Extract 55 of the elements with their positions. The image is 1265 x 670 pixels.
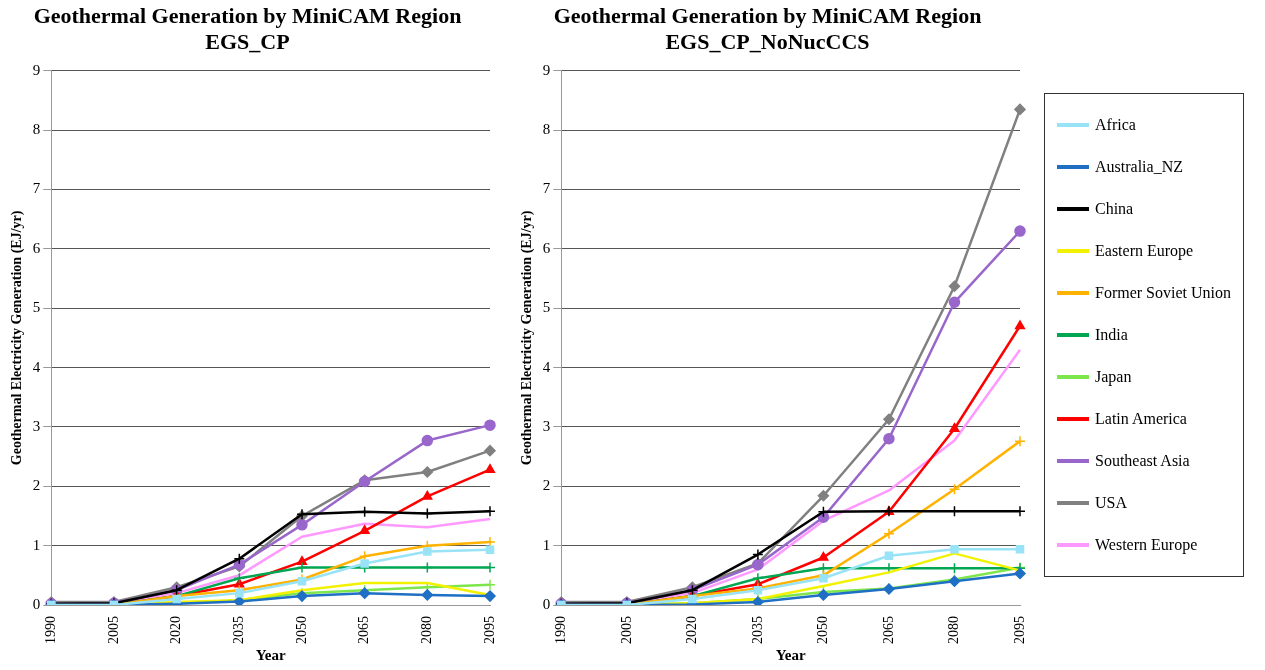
x-tick-label: 2065 — [880, 616, 896, 644]
y-tick-label: 1 — [542, 536, 551, 553]
x-tick-label: 1990 — [42, 616, 58, 644]
y-tick-label: 1 — [32, 536, 41, 553]
x-tick-label: 2065 — [356, 616, 372, 644]
x-tick-label: 2020 — [168, 616, 184, 644]
x-tick-label: 2035 — [230, 616, 246, 644]
x-tick-label: 2020 — [684, 616, 700, 644]
legend-label: Latin America — [1095, 410, 1187, 428]
x-tick-label: 2005 — [618, 616, 634, 644]
y-tick-label: 6 — [542, 239, 551, 256]
x-tick-label: 1990 — [552, 616, 568, 644]
y-tick-label: 2 — [32, 477, 41, 494]
y-tick-label: 3 — [32, 417, 41, 434]
x-tick-label: 2005 — [105, 616, 121, 644]
y-axis-title: Geothermal Electricity Generation (EJ/yr) — [519, 210, 536, 466]
legend-label: Southeast Asia — [1095, 452, 1190, 470]
legend-label: Eastern Europe — [1095, 242, 1194, 260]
legend-label: Australia_NZ — [1095, 158, 1183, 176]
y-axis-title: Geothermal Electricity Generation (EJ/yr) — [9, 210, 26, 466]
y-tick-label: 8 — [542, 121, 551, 138]
y-tick-label: 6 — [32, 239, 41, 256]
y-tick-label: 2 — [542, 477, 551, 494]
chart-title: Geothermal Generation by MiniCAM Region — [33, 2, 462, 28]
x-axis-title: Year — [775, 646, 806, 663]
y-tick-label: 8 — [32, 121, 41, 138]
legend-label: USA — [1095, 494, 1128, 512]
legend-label: Africa — [1095, 116, 1136, 134]
x-axis-title: Year — [255, 646, 286, 663]
chart-subtitle: EGS_CP_NoNucCCS — [665, 29, 870, 55]
legend-label: Japan — [1095, 368, 1132, 386]
legend-label: Former Soviet Union — [1095, 284, 1231, 302]
y-tick-label: 3 — [542, 417, 551, 434]
legend-label: China — [1095, 200, 1134, 218]
x-tick-label: 2050 — [815, 616, 831, 644]
y-tick-label: 7 — [32, 180, 41, 197]
x-tick-label: 2035 — [749, 616, 765, 644]
x-tick-label: 2050 — [293, 616, 309, 644]
legend-label: India — [1095, 326, 1128, 344]
y-tick-label: 7 — [542, 180, 551, 197]
y-tick-label: 0 — [542, 595, 551, 612]
chart-title: Geothermal Generation by MiniCAM Region — [553, 2, 982, 28]
y-tick-label: 4 — [542, 358, 551, 375]
chart-subtitle: EGS_CP — [205, 29, 290, 55]
y-tick-label: 9 — [32, 61, 41, 78]
y-tick-label: 5 — [542, 299, 551, 316]
y-tick-label: 9 — [542, 61, 551, 78]
x-tick-label: 2080 — [419, 616, 434, 644]
y-tick-label: 4 — [32, 358, 41, 375]
x-tick-label: 2095 — [1011, 616, 1027, 644]
y-tick-label: 0 — [32, 595, 41, 612]
x-tick-label: 2095 — [481, 616, 497, 644]
legend-label: Western Europe — [1095, 536, 1198, 554]
x-tick-label: 2080 — [946, 616, 962, 644]
y-tick-label: 5 — [32, 299, 41, 316]
